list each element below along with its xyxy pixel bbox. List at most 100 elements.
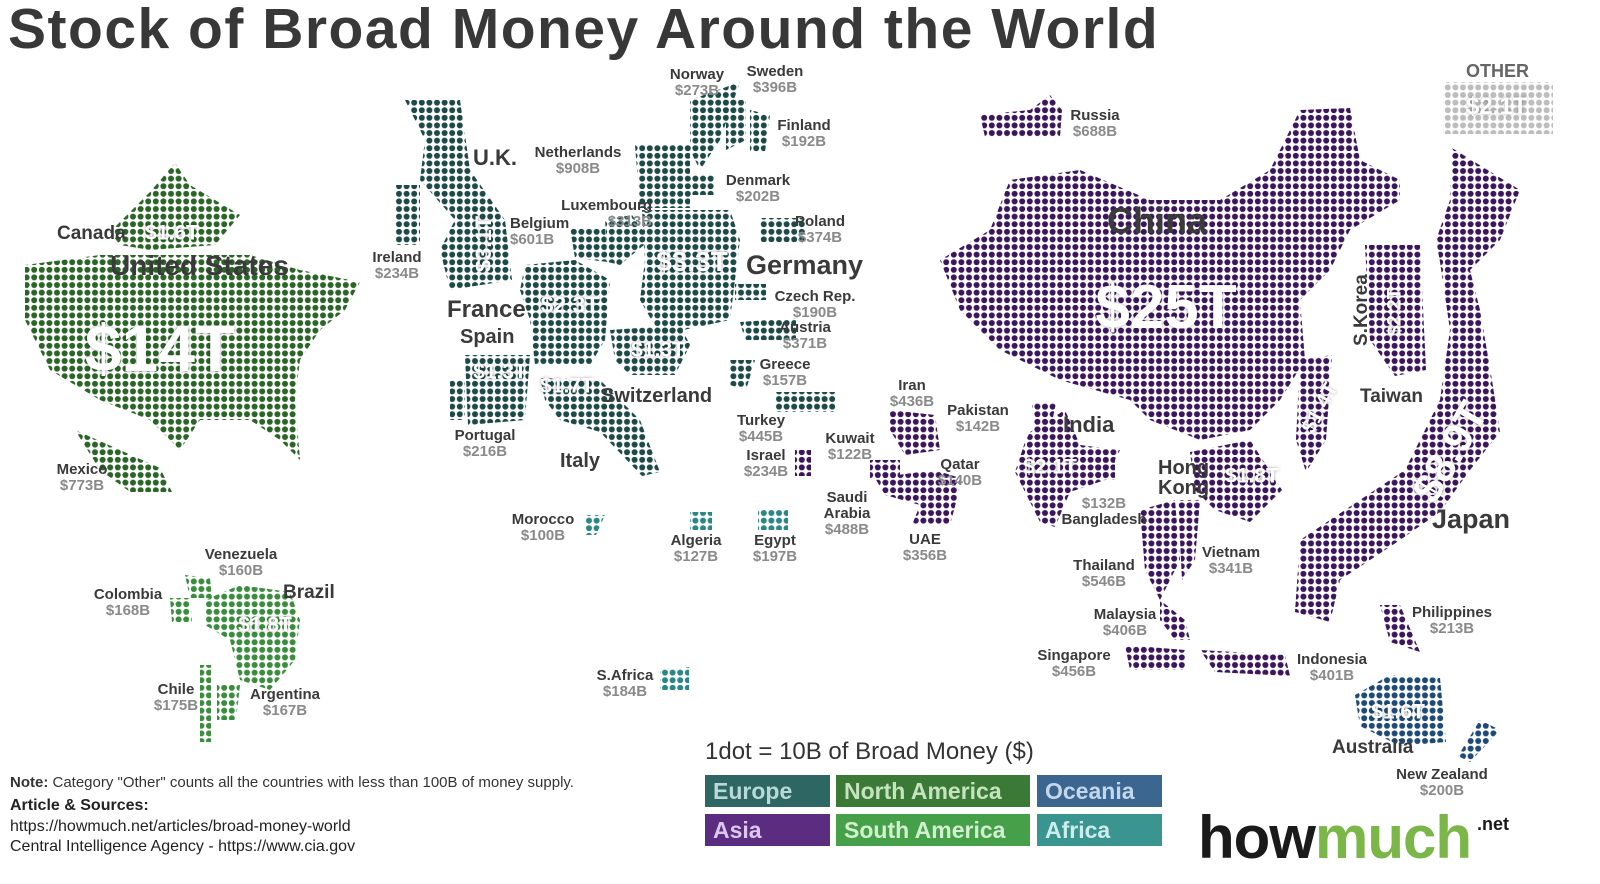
country-dots-canada [110, 163, 240, 250]
country-value-uk: $3.1T [471, 215, 496, 273]
country-name-taiwan: Taiwan [1360, 386, 1423, 407]
country-value: $127B [673, 548, 719, 565]
note: Note: Category "Other" counts all the co… [10, 774, 574, 791]
country-value: $456B [1051, 663, 1097, 680]
source-link-article[interactable]: https://howmuch.net/articles/broad-money… [10, 818, 351, 835]
country-dots-greece [730, 360, 755, 390]
country-label-vietnam: Vietnam $341B [1202, 545, 1260, 577]
country-name: Belgium [510, 215, 570, 232]
country-dots-india [1015, 410, 1120, 527]
country-dots-morocco [585, 515, 605, 535]
country-value: $688B [1072, 123, 1118, 140]
country-dots-germany [640, 210, 740, 335]
country-value: $167B [262, 702, 308, 719]
country-label-saudi: Saudi Arabia $488B [817, 490, 877, 538]
country-name: Algeria [670, 532, 722, 549]
country-value: $546B [1081, 573, 1127, 590]
sources-heading: Article & Sources: [10, 797, 149, 814]
country-name: Portugal [454, 427, 516, 444]
country-label-pakistan: Pakistan $142B [947, 403, 1009, 435]
country-dots-poland [760, 218, 805, 242]
legend-oceania: Oceania [1037, 775, 1162, 807]
country-dots-qatar [935, 470, 960, 500]
country-label-egypt: Egypt $197B [753, 533, 797, 565]
country-value: $160B [218, 562, 264, 579]
country-dots-turkey [775, 392, 835, 412]
country-dots-vietnam [1178, 500, 1200, 580]
country-name-skorea: S.Korea [1351, 274, 1372, 346]
country-value-france: $2.3T [540, 291, 600, 318]
country-dots-australia [1355, 675, 1446, 746]
country-name: Iran [898, 377, 926, 394]
country-name: Vietnam [1201, 544, 1261, 561]
country-name-uk: U.K. [473, 145, 517, 170]
country-value: $273B [674, 82, 720, 99]
country-label-greece: Greece $157B [760, 357, 811, 389]
country-name: S.Africa [596, 667, 654, 684]
logo-how: how [1198, 804, 1316, 871]
legend-sa: South America [836, 814, 1030, 846]
country-name-italy: Italy [560, 450, 601, 472]
country-name-spain: Spain [460, 326, 515, 348]
country-name-australia: Australia [1332, 737, 1414, 758]
country-dots-portugal [450, 380, 465, 420]
country-value: $234B [374, 265, 420, 282]
country-label-finland: Finland $192B [777, 118, 830, 150]
source-link-cia[interactable]: Central Intelligence Agency - https://ww… [10, 838, 356, 855]
legend-africa: Africa [1037, 814, 1162, 846]
country-name: Netherlands [534, 144, 622, 161]
country-dots-finland [750, 110, 770, 152]
country-value-canada: $1.6T [145, 221, 199, 245]
country-value: $132B [1081, 495, 1127, 512]
country-value-italy: $1.7T [540, 374, 594, 398]
country-value: $371B [782, 335, 828, 352]
other-value: $2.1T [1466, 93, 1528, 120]
country-label-philippines: Philippines $213B [1412, 605, 1492, 637]
country-dots-denmark [690, 175, 715, 195]
country-value: $122B [827, 446, 873, 463]
country-dots-thailand [1140, 500, 1180, 600]
country-value: $488B [824, 521, 870, 538]
country-name: Colombia [93, 586, 163, 603]
other-dot-block [1443, 82, 1553, 134]
country-name: Norway [669, 66, 725, 83]
country-label-mexico: Mexico $773B [57, 462, 108, 494]
country-label-ireland: Ireland $234B [372, 250, 421, 282]
country-label-morocco: Morocco $100B [512, 512, 575, 544]
country-name-china: China [1107, 200, 1208, 241]
logo-much: much [1314, 804, 1472, 871]
country-dots-austria [740, 318, 796, 340]
country-name-japan: Japan [1432, 504, 1511, 534]
country-dots-spain [465, 355, 530, 425]
note-label: Note: [10, 774, 49, 791]
country-dots-egypt [758, 510, 788, 530]
country-dots-bangladesh [1095, 460, 1115, 480]
country-name: Chile [157, 681, 195, 698]
country-dots-netherlands [635, 145, 690, 208]
country-dots-nz [1458, 720, 1500, 762]
country-dots-uk [405, 100, 512, 290]
country-name-switzerland: Switzerland [601, 385, 713, 407]
howmuch-logo[interactable]: howmuch .net [1198, 808, 1509, 868]
country-name-brazil: Brazil [283, 582, 335, 603]
country-label-turkey: Turkey $445B [737, 413, 785, 445]
country-label-thailand: Thailand $546B [1073, 558, 1135, 590]
country-name: Austria [779, 319, 831, 336]
country-label-netherlands: Netherlands $908B [535, 145, 622, 177]
country-label-venezuela: Venezuela $160B [205, 547, 278, 579]
country-name: UAE [909, 531, 941, 548]
country-label-bangladesh: $132B Bangladesh [1061, 496, 1146, 528]
country-value: $100B [520, 527, 566, 544]
country-name: Israel [746, 447, 786, 464]
country-value-skorea: $2.2T [1384, 287, 1406, 337]
legend-na: North America [836, 775, 1030, 807]
country-value-hongkong: $1.8T [1225, 464, 1279, 488]
country-name-germany: Germany [746, 250, 864, 280]
country-name: Thailand [1073, 557, 1135, 574]
country-value: $396B [752, 79, 798, 96]
country-dots-japan [1295, 148, 1520, 622]
country-value: $445B [738, 428, 784, 445]
country-label-kuwait: Kuwait $122B [825, 431, 874, 463]
logo-net: .net [1477, 814, 1510, 834]
